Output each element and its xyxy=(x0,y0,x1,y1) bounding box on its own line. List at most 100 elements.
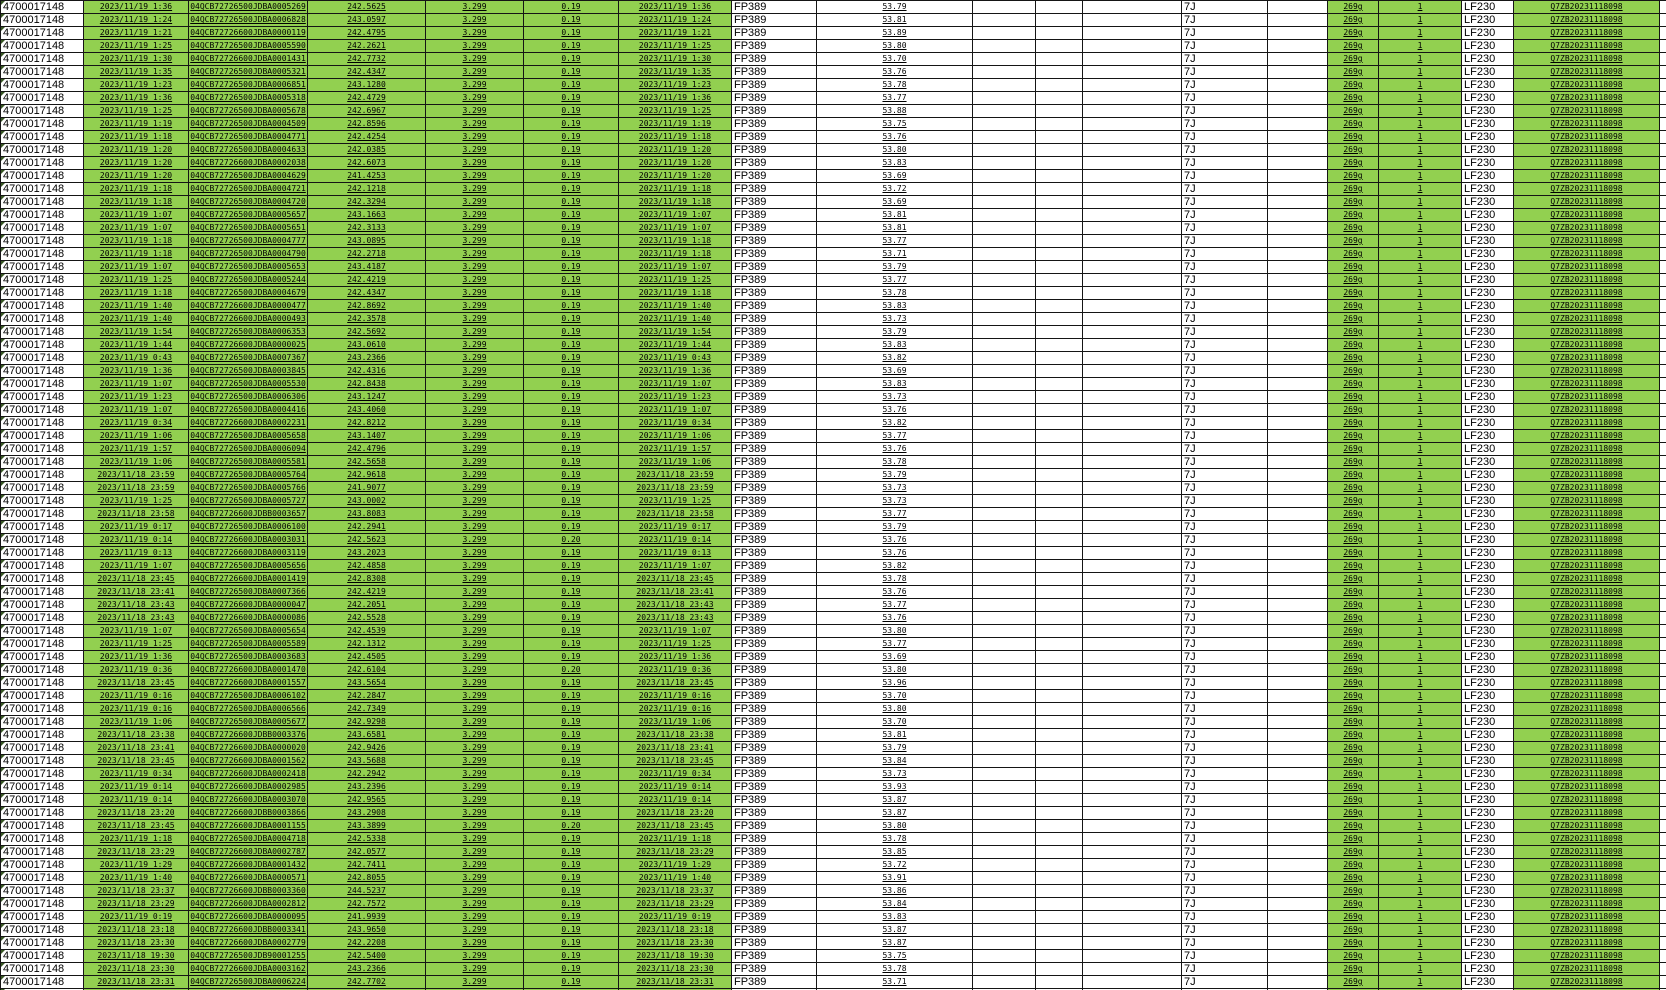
cell-empty[interactable] xyxy=(1659,689,1666,703)
cell-fp-code[interactable]: FP389 xyxy=(731,13,817,27)
cell-internal-resistance[interactable]: 0.19 xyxy=(523,494,619,508)
cell-empty[interactable] xyxy=(1035,832,1083,846)
cell-empty[interactable] xyxy=(1035,26,1083,40)
cell-voltage[interactable]: 3.299 xyxy=(425,325,524,339)
cell-empty[interactable] xyxy=(972,585,1036,599)
cell-test-time[interactable]: 2023/11/18 23:20 xyxy=(83,806,189,820)
cell-batch-code[interactable]: Q7ZB20231118098 xyxy=(1513,494,1660,508)
cell-weight-value[interactable]: 243.6581 xyxy=(307,728,426,742)
cell-test-time[interactable]: 2023/11/18 23:29 xyxy=(83,897,189,911)
cell-capacity-value[interactable]: 53.70 xyxy=(816,715,973,729)
cell-weight-value[interactable]: 242.2847 xyxy=(307,689,426,703)
cell-empty[interactable] xyxy=(1659,767,1666,781)
cell-internal-resistance[interactable]: 0.19 xyxy=(523,936,619,950)
cell-empty[interactable] xyxy=(1035,221,1083,235)
cell-voltage[interactable]: 3.299 xyxy=(425,481,524,495)
cell-empty[interactable] xyxy=(1035,572,1083,586)
cell-test-time-repeat[interactable]: 2023/11/19 1:18 xyxy=(618,182,732,196)
cell-empty[interactable] xyxy=(1082,338,1182,352)
cell-test-time-repeat[interactable]: 2023/11/19 1:40 xyxy=(618,312,732,326)
cell-weight-value[interactable]: 241.9077 xyxy=(307,481,426,495)
cell-fp-code[interactable]: FP389 xyxy=(731,910,817,924)
cell-cell-barcode[interactable]: 04QCB72726600JDBA0003119 xyxy=(188,546,308,560)
cell-fp-code[interactable]: FP389 xyxy=(731,39,817,53)
cell-count[interactable]: 1 xyxy=(1378,494,1462,508)
cell-empty[interactable] xyxy=(972,130,1036,144)
cell-capacity-value[interactable]: 53.78 xyxy=(816,572,973,586)
cell-fp-code[interactable]: FP389 xyxy=(731,728,817,742)
cell-batch-code[interactable]: Q7ZB20231118098 xyxy=(1513,975,1660,989)
cell-voltage[interactable]: 3.299 xyxy=(425,533,524,547)
cell-voltage[interactable]: 3.299 xyxy=(425,299,524,313)
cell-empty[interactable] xyxy=(1267,624,1328,638)
cell-weight-value[interactable]: 242.8692 xyxy=(307,299,426,313)
cell-empty[interactable] xyxy=(1082,247,1182,261)
cell-serial-number[interactable]: 4700017148 xyxy=(0,780,84,794)
cell-empty[interactable] xyxy=(972,208,1036,222)
cell-empty[interactable] xyxy=(1267,910,1328,924)
cell-test-time[interactable]: 2023/11/19 0:14 xyxy=(83,793,189,807)
cell-empty[interactable] xyxy=(1659,858,1666,872)
cell-voltage[interactable]: 3.299 xyxy=(425,169,524,183)
cell-empty[interactable] xyxy=(1035,143,1083,157)
cell-weight-value[interactable]: 242.2941 xyxy=(307,520,426,534)
cell-empty[interactable] xyxy=(1267,130,1328,144)
cell-grade[interactable]: 7J xyxy=(1181,767,1268,781)
cell-grade[interactable]: 7J xyxy=(1181,546,1268,560)
cell-batch-code[interactable]: Q7ZB20231118098 xyxy=(1513,156,1660,170)
cell-serial-number[interactable]: 4700017148 xyxy=(0,156,84,170)
cell-weight-grams[interactable]: 269g xyxy=(1327,65,1379,79)
cell-empty[interactable] xyxy=(1035,260,1083,274)
cell-serial-number[interactable]: 4700017148 xyxy=(0,845,84,859)
cell-model[interactable]: LF230 xyxy=(1461,403,1514,417)
cell-batch-code[interactable]: Q7ZB20231118098 xyxy=(1513,299,1660,313)
cell-empty[interactable] xyxy=(1659,390,1666,404)
cell-test-time-repeat[interactable]: 2023/11/19 1:24 xyxy=(618,13,732,27)
cell-weight-value[interactable]: 242.5625 xyxy=(307,0,426,14)
cell-capacity-value[interactable]: 53.83 xyxy=(816,156,973,170)
cell-internal-resistance[interactable]: 0.19 xyxy=(523,520,619,534)
cell-test-time[interactable]: 2023/11/19 1:07 xyxy=(83,221,189,235)
cell-test-time[interactable]: 2023/11/19 1:06 xyxy=(83,455,189,469)
cell-test-time-repeat[interactable]: 2023/11/19 1:20 xyxy=(618,169,732,183)
cell-empty[interactable] xyxy=(1659,481,1666,495)
cell-empty[interactable] xyxy=(1082,390,1182,404)
cell-empty[interactable] xyxy=(1267,169,1328,183)
cell-cell-barcode[interactable]: 04QCB72726500JDBA0006566 xyxy=(188,702,308,716)
cell-weight-grams[interactable]: 269g xyxy=(1327,273,1379,287)
cell-weight-value[interactable]: 242.3578 xyxy=(307,312,426,326)
cell-grade[interactable]: 7J xyxy=(1181,897,1268,911)
cell-empty[interactable] xyxy=(1082,884,1182,898)
cell-batch-code[interactable]: Q7ZB20231118098 xyxy=(1513,312,1660,326)
cell-empty[interactable] xyxy=(1267,312,1328,326)
cell-serial-number[interactable]: 4700017148 xyxy=(0,416,84,430)
cell-count[interactable]: 1 xyxy=(1378,702,1462,716)
cell-weight-value[interactable]: 242.5400 xyxy=(307,949,426,963)
cell-capacity-value[interactable]: 53.76 xyxy=(816,130,973,144)
cell-empty[interactable] xyxy=(1659,364,1666,378)
cell-empty[interactable] xyxy=(1035,208,1083,222)
cell-weight-grams[interactable]: 269g xyxy=(1327,572,1379,586)
cell-empty[interactable] xyxy=(972,351,1036,365)
cell-empty[interactable] xyxy=(1267,299,1328,313)
cell-empty[interactable] xyxy=(972,624,1036,638)
cell-test-time[interactable]: 2023/11/19 1:25 xyxy=(83,104,189,118)
cell-empty[interactable] xyxy=(1267,91,1328,105)
cell-internal-resistance[interactable]: 0.19 xyxy=(523,728,619,742)
cell-test-time-repeat[interactable]: 2023/11/19 1:18 xyxy=(618,234,732,248)
cell-weight-grams[interactable]: 269g xyxy=(1327,702,1379,716)
cell-fp-code[interactable]: FP389 xyxy=(731,611,817,625)
cell-test-time[interactable]: 2023/11/18 23:43 xyxy=(83,611,189,625)
cell-empty[interactable] xyxy=(1082,169,1182,183)
cell-test-time[interactable]: 2023/11/18 23:29 xyxy=(83,845,189,859)
cell-test-time-repeat[interactable]: 2023/11/19 1:18 xyxy=(618,247,732,261)
cell-batch-code[interactable]: Q7ZB20231118098 xyxy=(1513,741,1660,755)
cell-serial-number[interactable]: 4700017148 xyxy=(0,546,84,560)
cell-weight-grams[interactable]: 269g xyxy=(1327,871,1379,885)
cell-empty[interactable] xyxy=(1267,780,1328,794)
cell-empty[interactable] xyxy=(1082,871,1182,885)
cell-empty[interactable] xyxy=(972,767,1036,781)
cell-weight-value[interactable]: 243.0597 xyxy=(307,13,426,27)
cell-fp-code[interactable]: FP389 xyxy=(731,234,817,248)
cell-grade[interactable]: 7J xyxy=(1181,910,1268,924)
